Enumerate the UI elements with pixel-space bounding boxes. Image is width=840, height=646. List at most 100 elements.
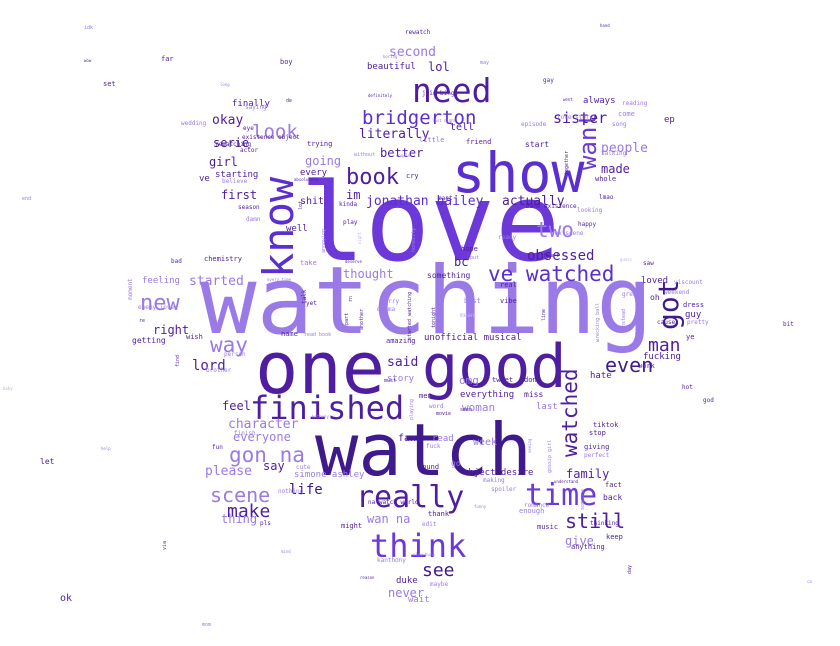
- cloud-word: someone: [580, 488, 586, 510]
- cloud-word: second: [389, 45, 436, 60]
- cloud-word: believe: [222, 178, 248, 185]
- cloud-word: playing: [409, 398, 415, 420]
- cloud-word: rewatch: [405, 29, 431, 36]
- cloud-word: may: [480, 60, 490, 66]
- cloud-word: scene: [210, 483, 271, 507]
- cloud-word: trying: [307, 140, 333, 148]
- cloud-word: funny: [474, 504, 487, 509]
- cloud-word: saying: [245, 104, 267, 111]
- cloud-word: come: [618, 110, 635, 118]
- cloud-word: one: [255, 326, 386, 410]
- cloud-word: rn: [348, 295, 354, 302]
- cloud-word: edit: [422, 521, 437, 528]
- cloud-word: line: [541, 308, 547, 321]
- cloud-word: go: [451, 459, 461, 468]
- cloud-word: better: [380, 146, 424, 160]
- cloud-word: love: [300, 161, 561, 286]
- cloud-word: last night: [432, 118, 457, 123]
- cloud-word: going: [305, 154, 342, 168]
- cloud-word: talking: [601, 150, 627, 157]
- cloud-word: another: [359, 308, 365, 330]
- cloud-word: real: [500, 281, 517, 289]
- cloud-word: fan: [398, 433, 417, 444]
- cloud-word: fucking: [643, 352, 681, 362]
- cloud-word: ye: [686, 333, 695, 341]
- cloud-word: fact: [605, 481, 622, 489]
- cloud-word: done: [524, 376, 541, 384]
- cloud-word: obsessed: [527, 248, 595, 264]
- cloud-word: must: [384, 378, 397, 384]
- cloud-word: simone ashley: [294, 470, 365, 480]
- cloud-word: watch: [315, 408, 532, 492]
- cloud-word: really: [356, 480, 465, 515]
- cloud-word: thank: [428, 510, 450, 518]
- cloud-word: anything: [571, 543, 605, 551]
- cloud-word: via: [162, 540, 168, 550]
- cloud-word: give: [565, 534, 594, 548]
- cloud-word: two: [536, 218, 574, 242]
- cloud-word: without: [354, 152, 376, 158]
- cloud-word: book: [346, 165, 399, 190]
- cloud-word: best: [464, 297, 481, 305]
- cloud-word: family: [566, 467, 610, 481]
- cloud-word: started: [189, 274, 244, 289]
- cloud-word: gossip girl: [547, 439, 553, 473]
- cloud-word: character: [228, 417, 299, 432]
- cloud-word: understand: [554, 479, 579, 484]
- cloud-word: omg: [459, 374, 479, 387]
- cloud-word: ca: [807, 579, 812, 584]
- cloud-word: life: [289, 482, 323, 498]
- cloud-word: tiktok: [593, 421, 619, 429]
- cloud-word: seeing: [527, 438, 532, 453]
- cloud-word: wish: [186, 333, 203, 341]
- cloud-word: de: [286, 98, 293, 104]
- cloud-word: miss: [524, 390, 544, 399]
- cloud-word: cast: [438, 195, 453, 202]
- cloud-word: deserve: [345, 259, 362, 264]
- cloud-word: put: [470, 255, 480, 261]
- cloud-word: day: [627, 564, 633, 574]
- cloud-word: went: [563, 97, 573, 102]
- cloud-word: hand: [600, 23, 610, 28]
- cloud-word: maybe: [430, 581, 449, 588]
- cloud-word: saw: [643, 260, 654, 267]
- cloud-word: story: [387, 374, 415, 384]
- cloud-word: friend: [466, 138, 492, 146]
- cloud-word: first: [221, 188, 258, 202]
- cloud-word: honestly: [411, 227, 417, 252]
- cloud-word: sister: [553, 109, 608, 127]
- cloud-word: something: [427, 271, 471, 280]
- cloud-word: bit: [783, 321, 794, 328]
- cloud-word: chemistry: [204, 255, 242, 263]
- cloud-word: everyone: [233, 430, 291, 444]
- cloud-word: people: [601, 141, 648, 156]
- cloud-word: oh: [650, 293, 660, 302]
- cloud-word: slow burn: [413, 552, 435, 557]
- cloud-word: made: [601, 162, 630, 176]
- cloud-word: word: [429, 403, 444, 410]
- cloud-word: together: [564, 150, 570, 175]
- cloud-word: whole: [595, 175, 617, 183]
- cloud-word: great: [622, 291, 641, 298]
- cloud-word: back: [603, 493, 623, 502]
- cloud-word: take: [300, 259, 317, 267]
- cloud-word: fun: [212, 444, 223, 451]
- cloud-word: say: [263, 459, 285, 473]
- cloud-word: might: [341, 522, 363, 530]
- cloud-word: new: [140, 291, 180, 316]
- cloud-word: wan na: [367, 512, 411, 526]
- cloud-word: re: [139, 318, 146, 324]
- cloud-word: enemy lover: [138, 304, 178, 311]
- cloud-word: vibe: [500, 297, 517, 305]
- cloud-word: pretty: [687, 319, 709, 326]
- cloud-word: finally: [232, 99, 270, 109]
- cloud-word: part: [344, 312, 350, 325]
- cloud-word: join binge: [422, 90, 459, 97]
- cloud-word: good: [422, 332, 567, 402]
- cloud-word: bane existence: [526, 203, 577, 210]
- cloud-word: idk: [84, 25, 94, 31]
- cloud-word: man: [648, 335, 681, 356]
- cloud-word: season: [238, 204, 260, 211]
- cloud-word: literally: [359, 127, 430, 142]
- cloud-word: ve: [199, 174, 210, 184]
